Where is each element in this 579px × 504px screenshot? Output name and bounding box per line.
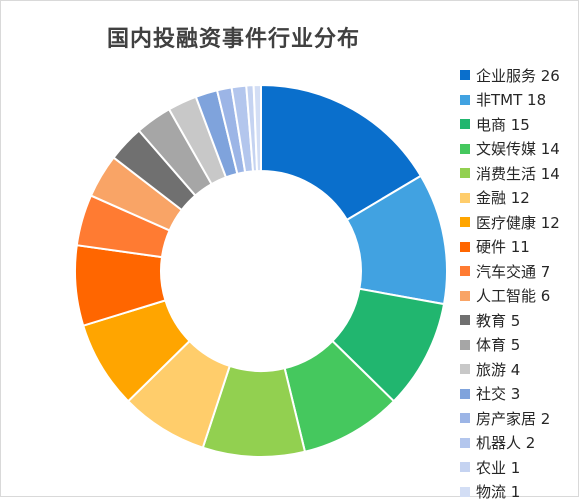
legend-swatch [460,438,470,448]
legend-item: 非TMT 18 [460,88,560,113]
legend-item: 文娱传媒 14 [460,137,560,162]
legend-item: 金融 12 [460,186,560,211]
legend-label: 金融 12 [476,187,530,208]
legend-swatch [460,193,470,203]
legend-swatch [460,217,470,227]
legend-swatch [460,266,470,276]
legend-swatch [460,144,470,154]
legend-label: 企业服务 26 [476,65,560,86]
legend-swatch [460,340,470,350]
legend-item: 体育 5 [460,333,560,358]
legend-swatch [460,487,470,497]
legend-item: 企业服务 26 [460,63,560,88]
legend-label: 非TMT 18 [476,89,546,110]
legend-label: 旅游 4 [476,359,520,380]
donut-chart [1,1,466,496]
legend-swatch [460,70,470,80]
legend-item: 教育 5 [460,308,560,333]
legend-label: 房产家居 2 [476,408,550,429]
legend-label: 教育 5 [476,310,520,331]
legend-label: 医疗健康 12 [476,212,560,233]
legend-swatch [460,315,470,325]
legend-item: 农业 1 [460,455,560,480]
legend-item: 房产家居 2 [460,406,560,431]
legend-swatch [460,364,470,374]
legend-swatch [460,413,470,423]
legend-label: 消费生活 14 [476,163,560,184]
legend-swatch [460,168,470,178]
legend-swatch [460,462,470,472]
legend-item: 医疗健康 12 [460,210,560,235]
legend-label: 硬件 11 [476,236,530,257]
legend-item: 社交 3 [460,382,560,407]
legend-label: 体育 5 [476,334,520,355]
legend-label: 人工智能 6 [476,285,550,306]
legend-label: 机器人 2 [476,432,535,453]
legend-item: 电商 15 [460,112,560,137]
legend-swatch [460,291,470,301]
legend-item: 消费生活 14 [460,161,560,186]
legend-label: 农业 1 [476,457,520,478]
legend-swatch [460,242,470,252]
legend-item: 机器人 2 [460,431,560,456]
legend-label: 文娱传媒 14 [476,138,560,159]
legend-label: 物流 1 [476,481,520,502]
legend-item: 旅游 4 [460,357,560,382]
legend-item: 汽车交通 7 [460,259,560,284]
legend-item: 物流 1 [460,480,560,504]
legend-item: 人工智能 6 [460,284,560,309]
legend-swatch [460,389,470,399]
chart-legend: 企业服务 26 非TMT 18 电商 15 文娱传媒 14 消费生活 14 金融 12 医疗… [460,63,560,504]
legend-label: 社交 3 [476,383,520,404]
legend-swatch [460,119,470,129]
legend-label: 电商 15 [476,114,530,135]
legend-item: 硬件 11 [460,235,560,260]
legend-swatch [460,95,470,105]
legend-label: 汽车交通 7 [476,261,550,282]
